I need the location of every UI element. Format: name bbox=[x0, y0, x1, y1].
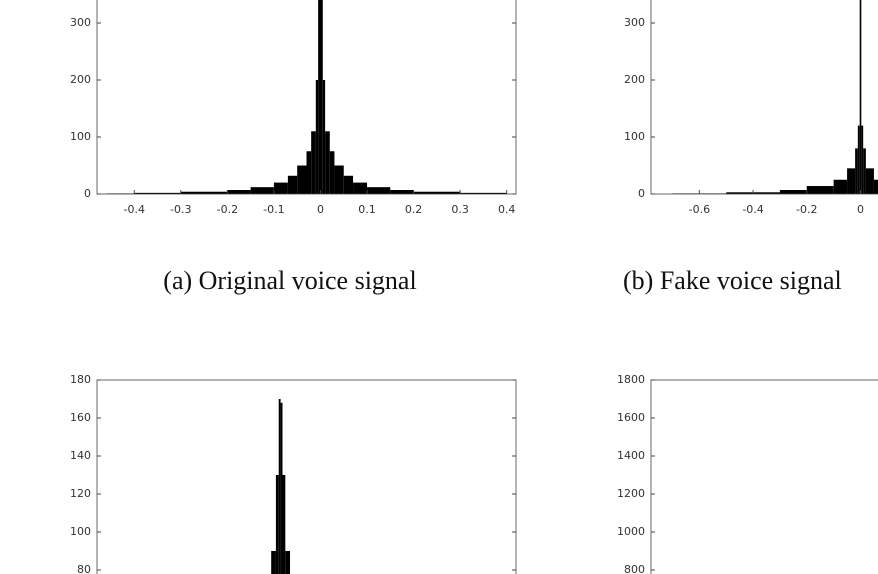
axes-box bbox=[96, 0, 517, 195]
histogram-bar bbox=[861, 125, 864, 194]
histogram-bar bbox=[134, 192, 181, 194]
histogram-bar bbox=[353, 182, 368, 194]
y-tick-label: 200 bbox=[70, 73, 91, 86]
histogram-bar bbox=[806, 186, 834, 194]
histogram-bar bbox=[273, 182, 288, 194]
caption: (a) Original voice signal bbox=[163, 266, 416, 295]
x-tick-label: 0.1 bbox=[358, 203, 376, 216]
histogram-bar bbox=[329, 151, 335, 194]
axes-box bbox=[650, 0, 878, 195]
x-tick-label: -0.2 bbox=[217, 203, 238, 216]
histogram-bar bbox=[271, 551, 276, 574]
histogram-bar bbox=[325, 131, 330, 194]
histogram-bar bbox=[857, 125, 860, 194]
histogram-bar bbox=[318, 0, 323, 194]
histogram-bar bbox=[287, 175, 298, 194]
histogram-bar bbox=[865, 168, 874, 194]
y-tick-label: 1000 bbox=[617, 525, 645, 538]
y-tick-label: 300 bbox=[70, 16, 91, 29]
histogram-bar bbox=[278, 399, 281, 574]
x-tick-label: 0.3 bbox=[451, 203, 469, 216]
histogram-bar bbox=[334, 165, 344, 194]
histogram-bar bbox=[343, 175, 354, 194]
histogram-bar bbox=[306, 151, 312, 194]
y-tick-label: 0 bbox=[638, 187, 645, 200]
x-tick-label: -0.4 bbox=[124, 203, 145, 216]
histogram-bar bbox=[863, 148, 866, 194]
histogram-bar bbox=[460, 192, 507, 194]
y-tick-label: 1600 bbox=[617, 411, 645, 424]
y-tick-label: 80 bbox=[77, 563, 91, 574]
x-tick-label: 0 bbox=[317, 203, 324, 216]
plot-area bbox=[106, 0, 507, 194]
x-tick-label: -0.1 bbox=[263, 203, 284, 216]
histogram-bar bbox=[779, 190, 807, 194]
x-tick-label: 0.4 bbox=[498, 203, 516, 216]
histogram-panel: 80 100 120 140 160 180 bbox=[70, 373, 517, 574]
histogram-bar bbox=[280, 402, 283, 574]
histogram-bar bbox=[855, 148, 858, 194]
histogram-bar bbox=[847, 168, 856, 194]
y-tick-label: 140 bbox=[70, 449, 91, 462]
plot-area bbox=[672, 0, 878, 194]
y-tick-label: 200 bbox=[624, 73, 645, 86]
x-tick-label: -0.6 bbox=[689, 203, 710, 216]
histogram-bar bbox=[367, 187, 391, 194]
y-tick-label: 180 bbox=[70, 373, 91, 386]
histogram-bar bbox=[390, 190, 414, 194]
histogram-panel: 0 100 200 300 -0.4 -0.3 -0.2 -0.1 0 0.1 0.2 0.3 0.4 (… bbox=[70, 0, 517, 295]
x-tick-label: -0.3 bbox=[170, 203, 191, 216]
y-tick-label: 1400 bbox=[617, 449, 645, 462]
x-tick-label: 0 bbox=[857, 203, 864, 216]
x-tick-label: -0.2 bbox=[796, 203, 817, 216]
y-tick-label: 1800 bbox=[617, 373, 645, 386]
y-tick-label: 100 bbox=[70, 130, 91, 143]
plot-area bbox=[271, 399, 291, 574]
histogram-bar bbox=[413, 191, 461, 194]
histogram-panel: 800 1000 1200 1400 1600 1800 bbox=[617, 373, 878, 574]
histogram-bar bbox=[322, 80, 326, 194]
histogram-bar bbox=[873, 179, 878, 194]
y-tick-label: 100 bbox=[70, 525, 91, 538]
histogram-bar bbox=[297, 165, 307, 194]
histogram-bar bbox=[285, 551, 291, 574]
histogram-bar bbox=[227, 190, 251, 194]
histogram-bar bbox=[315, 80, 319, 194]
axes-box bbox=[650, 379, 878, 574]
histogram-bar bbox=[859, 0, 862, 194]
axes-box bbox=[96, 379, 517, 574]
y-tick-label: 120 bbox=[70, 487, 91, 500]
histogram-bar bbox=[250, 187, 274, 194]
x-tick-label: -0.4 bbox=[742, 203, 763, 216]
histogram-bar bbox=[311, 131, 316, 194]
histogram-bar bbox=[180, 191, 228, 194]
y-tick-label: 100 bbox=[624, 130, 645, 143]
y-tick-label: 800 bbox=[624, 563, 645, 574]
histogram-bar bbox=[833, 179, 848, 194]
caption: (b) Fake voice signal bbox=[623, 266, 842, 295]
histogram-bar bbox=[275, 475, 279, 574]
y-tick-label: 300 bbox=[624, 16, 645, 29]
y-tick-label: 0 bbox=[84, 187, 91, 200]
y-tick-label: 1200 bbox=[617, 487, 645, 500]
histogram-bar bbox=[282, 475, 286, 574]
x-tick-label: 0.2 bbox=[405, 203, 423, 216]
y-tick-label: 160 bbox=[70, 411, 91, 424]
